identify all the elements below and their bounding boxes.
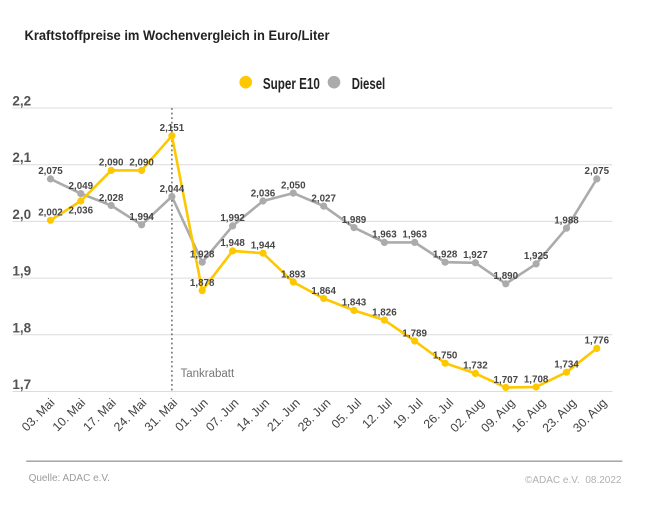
- svg-text:2,1: 2,1: [12, 150, 31, 165]
- svg-text:2,044: 2,044: [160, 184, 185, 195]
- svg-text:1,948: 1,948: [220, 238, 245, 249]
- svg-text:1,988: 1,988: [554, 216, 579, 227]
- svg-text:2,075: 2,075: [585, 166, 610, 177]
- svg-text:1,994: 1,994: [129, 212, 154, 223]
- svg-text:2,027: 2,027: [311, 193, 336, 204]
- svg-text:2,036: 2,036: [251, 188, 276, 199]
- svg-text:2,090: 2,090: [129, 158, 154, 169]
- svg-text:Diesel: Diesel: [352, 76, 386, 93]
- svg-text:1,864: 1,864: [311, 286, 336, 297]
- svg-text:1,9: 1,9: [12, 264, 31, 279]
- svg-text:2,049: 2,049: [69, 181, 94, 192]
- svg-text:1,928: 1,928: [190, 250, 215, 261]
- svg-text:1,789: 1,789: [402, 328, 427, 339]
- svg-text:2,0: 2,0: [12, 207, 31, 222]
- svg-text:2,028: 2,028: [99, 193, 124, 204]
- svg-text:1,878: 1,878: [190, 278, 215, 289]
- svg-text:1,928: 1,928: [433, 250, 458, 261]
- svg-text:1,707: 1,707: [494, 375, 519, 386]
- svg-text:1,890: 1,890: [494, 271, 519, 282]
- svg-text:©ADAC e.V. 08.2022: ©ADAC e.V. 08.2022: [525, 475, 622, 486]
- svg-text:1,750: 1,750: [433, 351, 458, 362]
- svg-text:1,732: 1,732: [463, 361, 488, 372]
- svg-text:2,036: 2,036: [69, 206, 94, 217]
- svg-text:1,776: 1,776: [585, 336, 610, 347]
- svg-text:1,708: 1,708: [524, 374, 549, 385]
- svg-text:1,7: 1,7: [12, 377, 31, 392]
- svg-text:1,734: 1,734: [554, 360, 579, 371]
- svg-text:1,826: 1,826: [372, 307, 397, 318]
- svg-text:1,989: 1,989: [342, 215, 367, 226]
- svg-text:1,944: 1,944: [251, 241, 276, 252]
- svg-text:1,927: 1,927: [463, 250, 488, 261]
- svg-text:2,151: 2,151: [160, 123, 185, 134]
- svg-text:2,2: 2,2: [12, 94, 31, 109]
- svg-text:1,963: 1,963: [372, 230, 397, 241]
- svg-text:1,992: 1,992: [220, 213, 245, 224]
- svg-text:Super E10: Super E10: [263, 76, 320, 93]
- svg-text:1,893: 1,893: [281, 269, 306, 280]
- svg-text:Kraftstoffpreise im Wochenverg: Kraftstoffpreise im Wochenvergleich in E…: [25, 27, 330, 43]
- svg-text:2,002: 2,002: [38, 208, 63, 219]
- svg-text:2,050: 2,050: [281, 180, 306, 191]
- svg-text:1,963: 1,963: [402, 230, 427, 241]
- svg-text:1,843: 1,843: [342, 298, 367, 309]
- svg-text:Quelle: ADAC e.V.: Quelle: ADAC e.V.: [29, 473, 110, 484]
- svg-text:1,8: 1,8: [12, 320, 31, 335]
- svg-text:2,075: 2,075: [38, 166, 63, 177]
- svg-text:1,925: 1,925: [524, 251, 549, 262]
- svg-text:Tankrabatt: Tankrabatt: [181, 368, 236, 380]
- svg-text:2,090: 2,090: [99, 158, 124, 169]
